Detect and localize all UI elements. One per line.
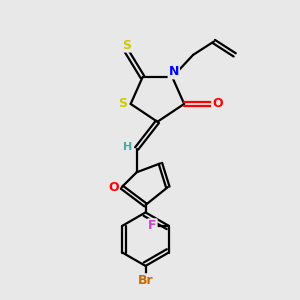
Text: S: S — [118, 98, 127, 110]
Text: O: O — [212, 98, 223, 110]
Text: O: O — [108, 181, 119, 194]
Text: Br: Br — [138, 274, 153, 287]
Text: H: H — [123, 142, 132, 152]
Text: F: F — [148, 219, 157, 232]
Text: N: N — [169, 65, 179, 78]
Text: S: S — [122, 39, 131, 52]
